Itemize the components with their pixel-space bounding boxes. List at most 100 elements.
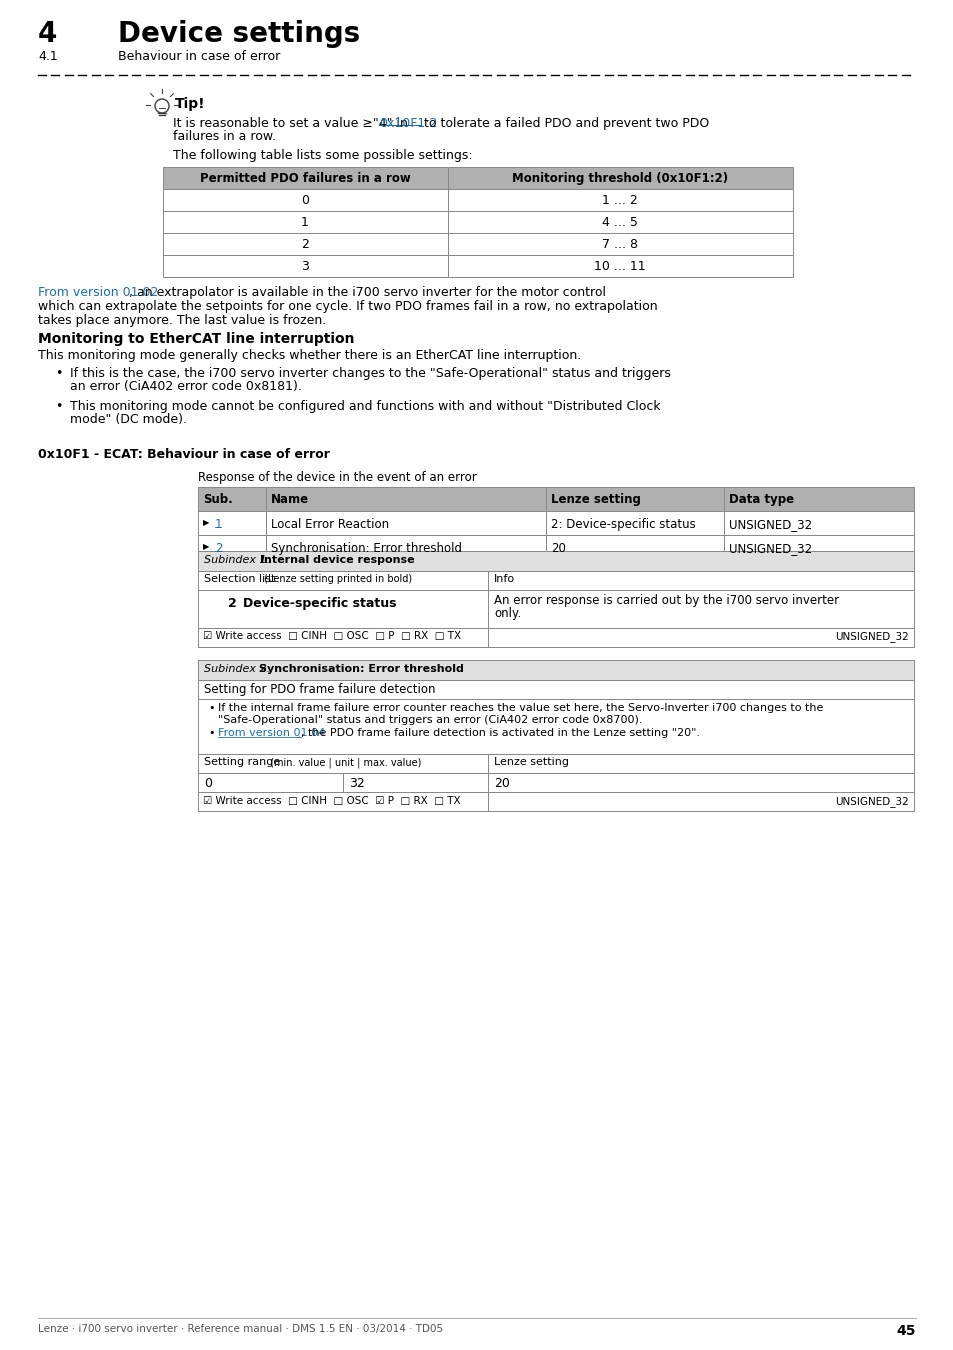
Text: UNSIGNED_32: UNSIGNED_32 [835, 796, 908, 807]
Bar [163, 167, 448, 189]
Bar [198, 628, 913, 647]
Text: (Lenze setting printed in bold): (Lenze setting printed in bold) [261, 574, 412, 585]
Bar [198, 755, 913, 774]
Text: It is reasonable to set a value ≥"4" in: It is reasonable to set a value ≥"4" in [172, 117, 412, 130]
Text: 4 ... 5: 4 ... 5 [601, 216, 638, 230]
Text: If the internal frame failure error counter reaches the value set here, the Serv: If the internal frame failure error coun… [218, 703, 822, 713]
Text: •: • [55, 367, 62, 379]
Bar [266, 535, 545, 559]
Bar [198, 755, 488, 774]
Text: If this is the case, the i700 servo inverter changes to the "Safe-Operational" s: If this is the case, the i700 servo inve… [70, 367, 670, 379]
Bar [163, 211, 448, 234]
Text: Monitoring threshold (0x10F1:2): Monitoring threshold (0x10F1:2) [512, 171, 727, 185]
Text: Permitted PDO failures in a row: Permitted PDO failures in a row [199, 171, 410, 185]
Bar [198, 699, 913, 755]
Text: Monitoring to EtherCAT line interruption: Monitoring to EtherCAT line interruption [38, 332, 355, 346]
Text: Local Error Reaction: Local Error Reaction [271, 518, 389, 531]
Text: Device-specific status: Device-specific status [243, 597, 396, 610]
Text: , an extrapolator is available in the i700 servo inverter for the motor control: , an extrapolator is available in the i7… [129, 286, 605, 298]
Bar [198, 590, 913, 628]
Text: 4.1: 4.1 [38, 50, 58, 63]
Text: "Safe-Operational" status and triggers an error (CiA402 error code 0x8700).: "Safe-Operational" status and triggers a… [218, 716, 641, 725]
Text: Sub.: Sub. [203, 493, 233, 506]
Bar [723, 487, 913, 512]
Text: 0: 0 [301, 194, 309, 207]
Bar [448, 167, 792, 189]
Bar [266, 512, 545, 535]
Text: 0: 0 [204, 778, 212, 790]
Text: Lenze setting: Lenze setting [551, 493, 640, 506]
Text: 32: 32 [349, 778, 364, 790]
Bar [198, 660, 913, 680]
Text: Setting for PDO frame failure detection: Setting for PDO frame failure detection [204, 683, 435, 697]
Bar [198, 571, 913, 590]
Bar [163, 234, 448, 255]
Text: ▶: ▶ [203, 541, 210, 551]
Text: 10 ... 11: 10 ... 11 [594, 261, 645, 273]
Bar [198, 551, 913, 571]
Bar [198, 774, 913, 792]
Text: 20: 20 [551, 541, 565, 555]
Text: •: • [208, 703, 214, 713]
Bar [198, 590, 488, 628]
Text: Lenze · i700 servo inverter · Reference manual · DMS 1.5 EN · 03/2014 · TD05: Lenze · i700 servo inverter · Reference … [38, 1324, 442, 1334]
Text: ▶: ▶ [203, 518, 210, 526]
Bar [448, 189, 792, 211]
Text: 2: 2 [214, 541, 222, 555]
Bar [198, 792, 488, 811]
Text: 1: 1 [214, 518, 222, 531]
Bar [723, 535, 913, 559]
Text: only.: only. [494, 608, 520, 620]
Text: 4: 4 [38, 20, 57, 49]
Text: Subindex 1:: Subindex 1: [204, 555, 274, 566]
Bar [198, 628, 488, 647]
Text: •: • [55, 400, 62, 413]
Text: This monitoring mode cannot be configured and functions with and without "Distri: This monitoring mode cannot be configure… [70, 400, 659, 413]
Text: 45: 45 [896, 1324, 915, 1338]
Text: 3: 3 [301, 261, 309, 273]
Bar [448, 255, 792, 277]
Text: Data type: Data type [728, 493, 793, 506]
Text: ☑ Write access  □ CINH  □ OSC  ☑ P  □ RX  □ TX: ☑ Write access □ CINH □ OSC ☑ P □ RX □ T… [203, 796, 460, 806]
Text: From version 01.04: From version 01.04 [218, 728, 325, 738]
Bar [448, 211, 792, 234]
Text: which can extrapolate the setpoints for one cycle. If two PDO frames fail in a r: which can extrapolate the setpoints for … [38, 300, 657, 313]
Bar [198, 512, 266, 535]
Bar [198, 571, 488, 590]
Bar [545, 487, 723, 512]
Text: UNSIGNED_32: UNSIGNED_32 [728, 518, 811, 531]
Text: , the PDO frame failure detection is activated in the Lenze setting "20".: , the PDO frame failure detection is act… [300, 728, 700, 738]
Bar [723, 512, 913, 535]
Text: failures in a row.: failures in a row. [172, 130, 275, 143]
Bar [198, 487, 266, 512]
Text: 0x10F1 - ECAT: Behaviour in case of error: 0x10F1 - ECAT: Behaviour in case of erro… [38, 448, 330, 460]
Text: Info: Info [494, 574, 515, 585]
Bar [163, 255, 448, 277]
Text: 1: 1 [301, 216, 309, 230]
Text: takes place anymore. The last value is frozen.: takes place anymore. The last value is f… [38, 315, 326, 327]
Text: •: • [208, 728, 214, 738]
Text: An error response is carried out by the i700 servo inverter: An error response is carried out by the … [494, 594, 839, 608]
Text: UNSIGNED_32: UNSIGNED_32 [728, 541, 811, 555]
Bar [545, 535, 723, 559]
Text: The following table lists some possible settings:: The following table lists some possible … [172, 148, 472, 162]
Text: Lenze setting: Lenze setting [494, 757, 568, 767]
Bar [163, 189, 448, 211]
Text: ☑ Write access  □ CINH  □ OSC  □ P  □ RX  □ TX: ☑ Write access □ CINH □ OSC □ P □ RX □ T… [203, 630, 460, 641]
Text: Response of the device in the event of an error: Response of the device in the event of a… [198, 471, 476, 485]
Text: 2: 2 [301, 238, 309, 251]
Text: 2: Device-specific status: 2: Device-specific status [551, 518, 695, 531]
Text: Synchronisation: Error threshold: Synchronisation: Error threshold [258, 664, 463, 674]
Text: Subindex 2:: Subindex 2: [204, 664, 274, 674]
Text: UNSIGNED_32: UNSIGNED_32 [835, 630, 908, 641]
Text: Name: Name [271, 493, 309, 506]
Text: Tip!: Tip! [174, 97, 206, 111]
Bar [448, 234, 792, 255]
Text: 20: 20 [494, 778, 509, 790]
Bar [198, 535, 266, 559]
Text: Behaviour in case of error: Behaviour in case of error [118, 50, 280, 63]
Text: mode" (DC mode).: mode" (DC mode). [70, 413, 187, 427]
Text: Synchronisation: Error threshold: Synchronisation: Error threshold [271, 541, 461, 555]
Text: 2: 2 [228, 597, 236, 610]
Text: (min. value | unit | max. value): (min. value | unit | max. value) [267, 757, 421, 768]
